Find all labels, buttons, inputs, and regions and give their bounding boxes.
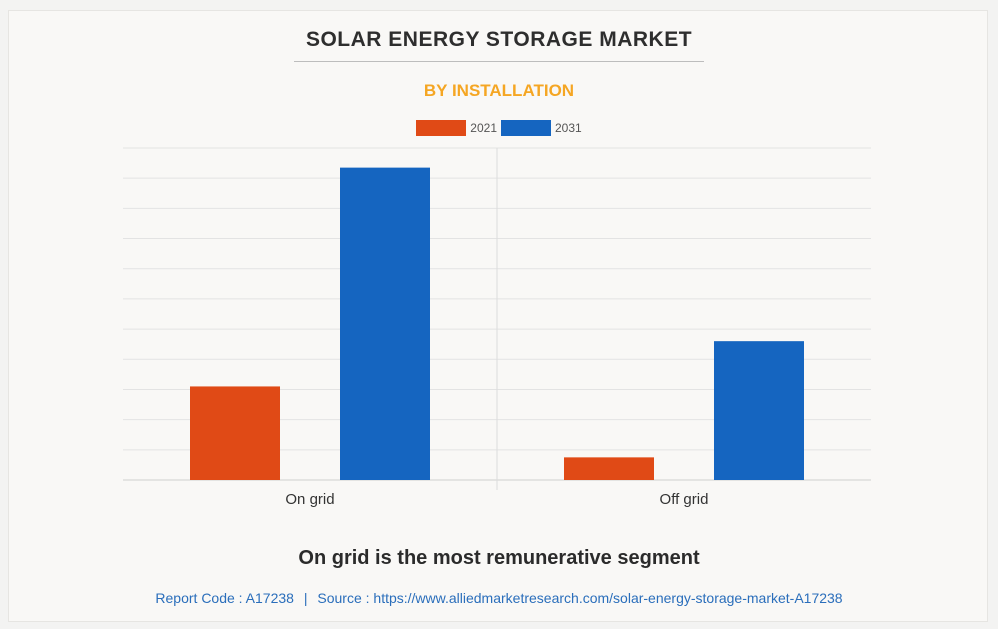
report-code: Report Code : A17238 <box>155 590 294 606</box>
legend-label-2031: 2031 <box>555 121 582 135</box>
bar-2021-on-grid <box>190 386 280 480</box>
legend-item-2021[interactable]: 2021 <box>416 120 497 136</box>
legend-swatch-2031 <box>501 120 551 136</box>
chart-card <box>8 10 988 622</box>
x-tick-label: Off grid <box>660 491 709 508</box>
report-footer[interactable]: Report Code : A17238 | Source : https://… <box>0 590 998 606</box>
legend-item-2031[interactable]: 2031 <box>501 120 582 136</box>
bar-2031-on-grid <box>340 167 430 481</box>
x-axis: On grid Off grid <box>285 491 708 508</box>
x-tick-label: On grid <box>285 491 334 508</box>
title-divider <box>294 61 704 62</box>
insight-caption: On grid is the most remunerative segment <box>298 547 700 569</box>
bar-2031-off-grid <box>714 341 804 480</box>
chart-legend: 2021 2031 <box>0 120 998 136</box>
bar-2021-off-grid <box>564 457 654 480</box>
legend-label-2021: 2021 <box>470 121 497 135</box>
bars <box>190 167 804 481</box>
chart-subtitle: BY INSTALLATION <box>423 81 575 100</box>
source-link[interactable]: Source : https://www.alliedmarketresearc… <box>317 590 843 606</box>
footer-separator: | <box>303 590 308 606</box>
legend-swatch-2021 <box>416 120 467 136</box>
chart-title: SOLAR ENERGY STORAGE MARKET <box>305 28 693 51</box>
